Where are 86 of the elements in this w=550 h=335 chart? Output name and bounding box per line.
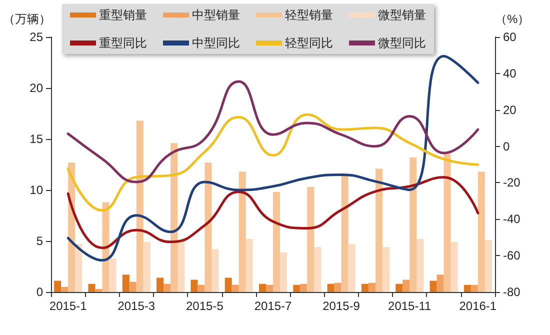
legend-label: 重型同比: [99, 36, 147, 50]
bar: [368, 282, 376, 292]
bar: [156, 278, 164, 292]
x-tick-label: 2015-9: [322, 299, 360, 313]
y2-tick-label: 60: [503, 30, 517, 44]
bar: [246, 238, 253, 292]
bar: [109, 258, 116, 292]
y2-tick-label: 40: [503, 66, 517, 80]
line-series: [66, 176, 480, 250]
y-axis-title: （万辆）: [3, 12, 51, 26]
y2-tick-label: -40: [503, 212, 521, 226]
line-series: [66, 80, 480, 184]
bar: [348, 244, 356, 292]
bar: [164, 284, 171, 292]
bar: [232, 284, 239, 292]
bar: [416, 238, 424, 292]
bar: [470, 284, 478, 292]
bar: [122, 274, 130, 292]
bar: [212, 249, 219, 292]
bar: [95, 288, 102, 292]
bar: [436, 274, 444, 292]
y-tick-label: 20: [30, 81, 44, 95]
bar: [327, 284, 334, 292]
bar: [402, 280, 410, 292]
y2-tick-label: -20: [503, 176, 521, 190]
legend-label: 微型同比: [378, 36, 426, 50]
y-tick-label: 25: [30, 30, 44, 44]
bar: [444, 153, 451, 292]
bar: [410, 157, 417, 292]
bar: [430, 280, 437, 292]
bar: [484, 240, 492, 292]
bar: [136, 120, 144, 292]
bar: [198, 284, 205, 292]
bar: [375, 168, 382, 292]
bar: [341, 174, 348, 292]
bar: [478, 172, 485, 292]
y2-tick-label: 0: [503, 139, 510, 154]
bar: [300, 284, 308, 292]
legend-label: 轻型同比: [285, 36, 333, 50]
x-tick-label: 2015-11: [388, 299, 432, 313]
y-tick-label: 15: [30, 132, 44, 146]
legend-label: 微型销量: [378, 8, 426, 22]
bar: [450, 242, 458, 292]
bar: [204, 162, 212, 292]
bar: [129, 282, 136, 292]
bar: [75, 244, 82, 292]
bar: [258, 284, 266, 292]
y-tick-label: 0: [36, 285, 44, 299]
bar: [396, 284, 403, 292]
bar: [280, 252, 288, 292]
x-tick-label: 2015-1: [49, 299, 88, 313]
legend-label: 轻型销量: [285, 8, 333, 22]
bar: [361, 284, 368, 292]
bar: [314, 247, 322, 292]
y2-tick-label: -80: [503, 285, 521, 299]
bar: [238, 172, 246, 292]
y2-tick-label: 20: [503, 102, 517, 117]
bar: [61, 286, 68, 292]
y2-axis-title: （%）: [495, 12, 530, 26]
bar: [307, 186, 314, 292]
legend-label: 中型同比: [192, 36, 240, 50]
line-series: [66, 113, 480, 212]
bar: [88, 284, 96, 292]
bar: [464, 284, 471, 292]
bar: [224, 278, 232, 292]
bar: [190, 280, 198, 292]
bar: [102, 202, 110, 292]
bar: [334, 282, 342, 292]
x-tick-label: 2016-1: [459, 299, 497, 313]
x-tick-label: 2015-7: [254, 299, 292, 313]
bar: [273, 192, 280, 292]
bar: [143, 242, 150, 292]
y-tick-label: 5: [36, 234, 44, 248]
x-tick-label: 2015-5: [186, 299, 224, 313]
x-tick-label: 2015-3: [118, 299, 156, 313]
y2-tick-label: -60: [503, 248, 521, 263]
bar: [54, 280, 62, 292]
bar: [170, 143, 178, 292]
bar: [382, 247, 390, 292]
bar: [293, 284, 300, 292]
legend-label: 重型销量: [99, 8, 147, 22]
bar: [266, 284, 273, 292]
y-tick-label: 10: [30, 183, 44, 197]
line-series: [66, 54, 480, 262]
legend-label: 中型销量: [192, 8, 240, 22]
bar: [178, 241, 185, 292]
